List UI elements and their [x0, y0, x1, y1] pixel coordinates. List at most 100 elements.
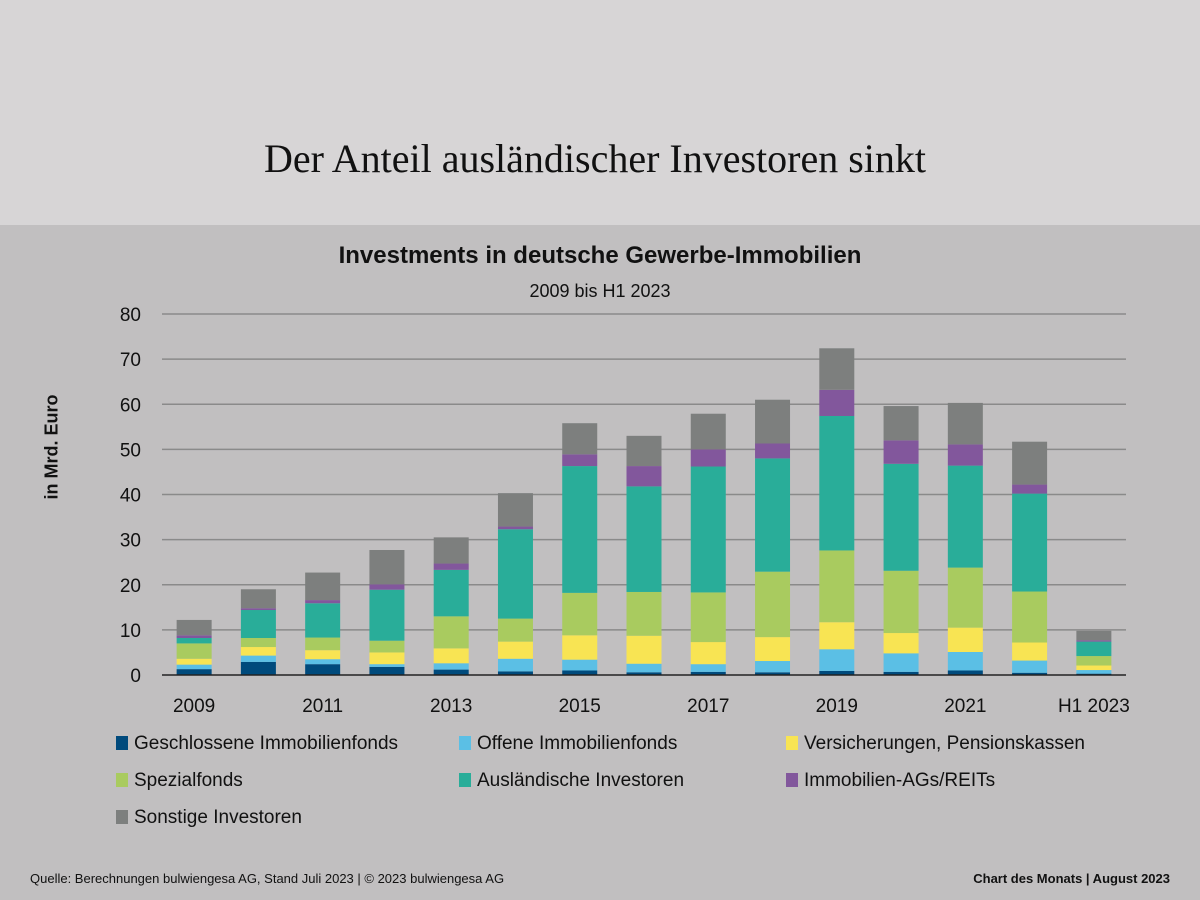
bar-segment	[690, 664, 726, 672]
bar-segment	[497, 493, 533, 527]
legend-label: Versicherungen, Pensionskassen	[804, 733, 1085, 754]
bar-segment	[947, 670, 983, 675]
bar-segment	[305, 637, 341, 651]
bar-segment	[433, 648, 469, 664]
bar-segment	[690, 413, 726, 450]
legend-item: Sonstige Investoren	[116, 807, 302, 829]
legend-item: Spezialfonds	[116, 770, 243, 792]
bar-segment	[369, 666, 405, 675]
bar-segment	[819, 389, 855, 416]
chart-subtitle: 2009 bis H1 2023	[529, 281, 671, 301]
legend-swatch	[116, 773, 128, 787]
bar-segment	[947, 465, 983, 568]
bar-segment	[433, 537, 469, 564]
bar-segment	[305, 572, 341, 601]
bar-segment	[755, 571, 791, 638]
bar-segment	[176, 664, 212, 670]
bar-segment	[433, 663, 469, 670]
bar-segment	[1012, 493, 1048, 592]
legend-swatch	[459, 773, 471, 787]
bar-segment	[562, 423, 598, 455]
y-tick-label: 0	[130, 666, 141, 687]
y-tick-label: 80	[120, 305, 141, 326]
legend-item: Offene Immobilienfonds	[459, 733, 677, 755]
bar-segment	[1012, 484, 1048, 494]
bar-segment	[626, 466, 662, 487]
bar-segment	[755, 637, 791, 662]
y-tick-label: 20	[120, 576, 141, 597]
chart-of-month-note: Chart des Monats | August 2023	[973, 871, 1170, 886]
bar-segment	[690, 671, 726, 675]
bar-segment	[562, 466, 598, 593]
bar-segment	[883, 633, 919, 654]
legend-swatch	[116, 736, 128, 750]
chart-title: Investments in deutsche Gewerbe-Immobili…	[338, 242, 862, 269]
bar-segment	[240, 589, 276, 609]
bar-segment	[433, 669, 469, 675]
bar-segment	[1012, 672, 1048, 675]
page-title: Der Anteil ausländischer Investoren sink…	[263, 136, 927, 181]
bar-segment	[819, 415, 855, 551]
bar-segment	[819, 550, 855, 623]
bar-segment	[947, 651, 983, 671]
bar-segment	[1012, 642, 1048, 661]
bar-segment	[1076, 670, 1112, 674]
bar-segment	[305, 659, 341, 665]
bar-segment	[369, 584, 405, 590]
bar-segment	[1076, 656, 1112, 666]
bar-segment	[755, 399, 791, 444]
bar-segment	[947, 402, 983, 445]
x-tick-label: 2013	[430, 696, 472, 717]
y-tick-label: 60	[120, 395, 141, 416]
bar-segment	[947, 444, 983, 466]
bar-segment	[562, 454, 598, 467]
y-tick-label: 40	[120, 486, 141, 507]
bar-segment	[690, 449, 726, 467]
bar-segment	[240, 661, 276, 675]
bar-segment	[562, 635, 598, 660]
bar-segment	[819, 670, 855, 675]
bar-segment	[819, 622, 855, 650]
bar-segment	[1012, 591, 1048, 643]
bar-segment	[1076, 630, 1112, 641]
x-tick-label: 2011	[302, 696, 343, 717]
bar-segment	[1076, 665, 1112, 671]
y-tick-label: 70	[120, 350, 141, 371]
bar-segment	[819, 348, 855, 390]
bar-segment	[369, 589, 405, 641]
bar-segment	[305, 600, 341, 604]
bar-segment	[562, 592, 598, 636]
bar-segment	[176, 619, 212, 636]
legend-swatch	[786, 736, 798, 750]
legend-item: Versicherungen, Pensionskassen	[786, 733, 1085, 755]
bar-segment	[1012, 660, 1048, 673]
bar-segment	[626, 591, 662, 636]
bar-segment	[626, 663, 662, 673]
y-tick-label: 10	[120, 621, 141, 642]
x-tick-label: 2015	[559, 696, 601, 717]
bar-segment	[690, 642, 726, 665]
y-tick-label: 30	[120, 531, 141, 552]
legend-swatch	[459, 736, 471, 750]
legend-label: Geschlossene Immobilienfonds	[134, 733, 399, 754]
bar-segment	[626, 486, 662, 592]
bar-segment	[176, 643, 212, 659]
bar-segment	[626, 672, 662, 675]
legend-item: Ausländische Investoren	[459, 770, 684, 792]
header-band	[0, 0, 1200, 225]
legend-label: Ausländische Investoren	[477, 770, 685, 791]
bar-segment	[240, 637, 276, 648]
bar-segment	[369, 550, 405, 585]
legend-item: Immobilien-AGs/REITs	[786, 770, 995, 792]
bar-segment	[176, 637, 212, 644]
bar-segment	[497, 658, 533, 672]
bar-segment	[883, 463, 919, 571]
bar-segment	[305, 650, 341, 660]
bar-segment	[883, 406, 919, 441]
bar-segment	[433, 569, 469, 617]
x-tick-label: 2017	[687, 696, 729, 717]
bar-segment	[433, 563, 469, 570]
bar-segment	[176, 669, 212, 675]
bar-segment	[240, 655, 276, 662]
bar-segment	[755, 458, 791, 572]
